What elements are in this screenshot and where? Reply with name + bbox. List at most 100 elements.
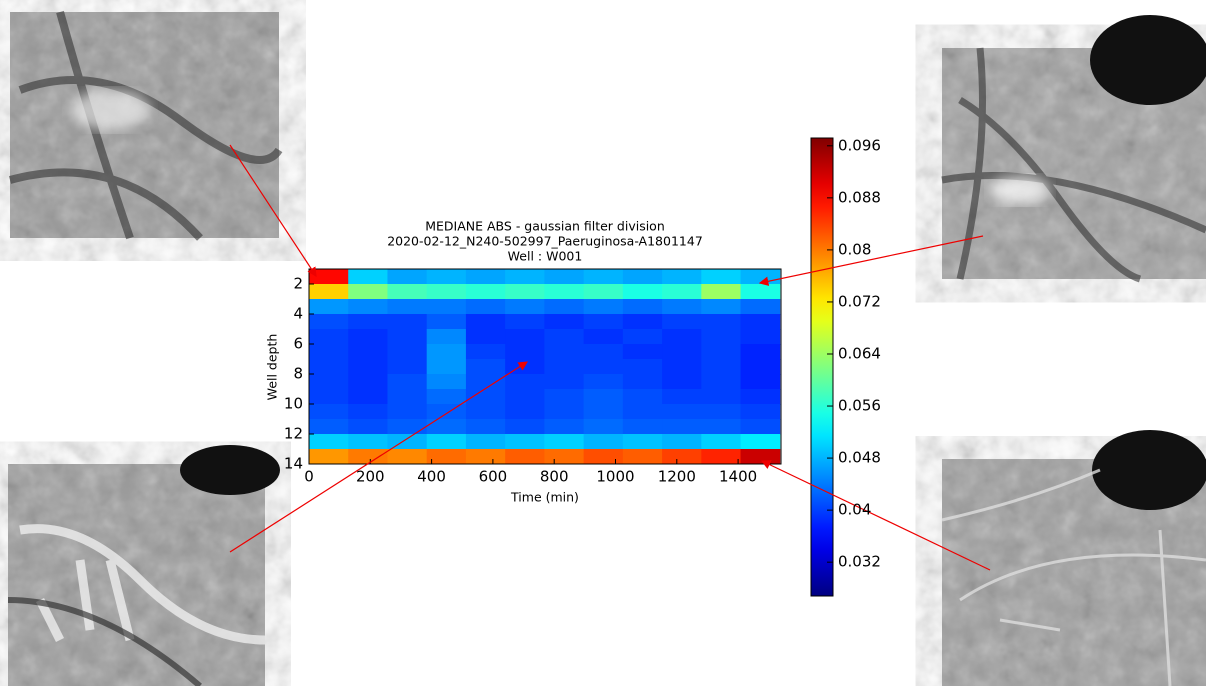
heatmap-cell [622, 449, 663, 465]
heatmap-cell [309, 344, 349, 360]
heatmap-cell [465, 374, 506, 390]
heatmap-cell [583, 404, 624, 420]
heatmap-cell [348, 344, 388, 360]
heatmap-cell [583, 269, 624, 285]
heatmap-cell [544, 269, 585, 285]
heatmap-cell [426, 329, 467, 345]
heatmap-cell [544, 404, 585, 420]
heatmap-cell [309, 314, 349, 330]
heatmap-cell [662, 329, 702, 345]
colorbar-tick-label: 0.064 [838, 344, 881, 362]
colorbar-tick-label: 0.04 [838, 501, 871, 519]
y-tick-label: 8 [293, 365, 303, 383]
heatmap-cell [740, 449, 781, 465]
chart-title: MEDIANE ABS - gaussian filter division [425, 219, 665, 234]
heatmap-cell [662, 344, 702, 360]
micrograph-top-left [8, 10, 283, 241]
heatmap-cell [622, 284, 663, 300]
heatmap-cell [348, 269, 388, 285]
heatmap-cell [309, 374, 349, 390]
y-tick-label: 4 [293, 305, 303, 323]
heatmap-cell [505, 419, 545, 435]
heatmap-cell [387, 329, 428, 345]
heatmap-cell [740, 299, 781, 315]
heatmap-cell [622, 299, 663, 315]
heatmap-cell [701, 284, 742, 300]
heatmap-cell [309, 284, 349, 300]
heatmap-cell [348, 359, 388, 375]
heatmap-cell [662, 284, 702, 300]
heatmap-cell [387, 359, 428, 375]
heatmap-cell [465, 269, 506, 285]
heatmap-cell [309, 329, 349, 345]
heatmap-cell [505, 434, 545, 450]
x-tick-label: 1200 [658, 468, 696, 486]
heatmap-cell [583, 419, 624, 435]
heatmap-cell [387, 374, 428, 390]
x-axis-label: Time (min) [510, 490, 579, 505]
x-tick-label: 1400 [719, 468, 757, 486]
heatmap-cell [505, 344, 545, 360]
heatmap-cell [701, 344, 742, 360]
heatmap-cell [583, 344, 624, 360]
heatmap-cell [505, 314, 545, 330]
heatmap-cell [426, 299, 467, 315]
heatmap-cell [622, 269, 663, 285]
heatmap-cell [544, 374, 585, 390]
heatmap-cell [583, 449, 624, 465]
heatmap-cell [426, 344, 467, 360]
heatmap-cell [544, 389, 585, 405]
heatmap-cell [701, 329, 742, 345]
heatmap-cell [465, 344, 506, 360]
heatmap-cell [465, 404, 506, 420]
heatmap-cell [544, 449, 585, 465]
x-tick-label: 800 [540, 468, 569, 486]
heatmap-cell [309, 434, 349, 450]
heatmap-cell [662, 449, 702, 465]
heatmap-cell [465, 329, 506, 345]
heatmap-cell [701, 374, 742, 390]
colorbar-tick-label: 0.072 [838, 292, 881, 310]
heatmap-cell [505, 374, 545, 390]
x-tick-label: 400 [417, 468, 446, 486]
x-tick-label: 600 [479, 468, 508, 486]
heatmap-cell [740, 389, 781, 405]
micrograph-bottom-right [941, 430, 1206, 686]
colorbar-tick-label: 0.08 [838, 240, 871, 258]
heatmap-cell [701, 389, 742, 405]
heatmap-cell [662, 419, 702, 435]
heatmap-cell [740, 269, 781, 285]
heatmap-cell [387, 299, 428, 315]
y-tick-label: 6 [293, 335, 303, 353]
heatmap-cell [309, 449, 349, 465]
x-tick-label: 1000 [596, 468, 634, 486]
heatmap-cell [740, 329, 781, 345]
heatmap-cell [544, 419, 585, 435]
heatmap-cell [387, 269, 428, 285]
heatmap-cell [662, 359, 702, 375]
arrows [229, 144, 991, 571]
y-axis-label: Well depth [265, 334, 280, 401]
heatmap-cell [740, 359, 781, 375]
heatmap-cell [622, 404, 663, 420]
heatmap-cell [701, 419, 742, 435]
heatmap-cell [465, 299, 506, 315]
heatmap-cell [387, 284, 428, 300]
heatmap-cell [465, 419, 506, 435]
heatmap-cell [348, 419, 388, 435]
heatmap-cell [740, 434, 781, 450]
heatmap-cell [387, 344, 428, 360]
heatmap-cell [544, 329, 585, 345]
heatmap-cell [740, 284, 781, 300]
heatmap-cell [662, 314, 702, 330]
heatmap-cell [622, 359, 663, 375]
heatmap-cell [505, 404, 545, 420]
heatmap-cell [662, 404, 702, 420]
heatmap-cell [426, 374, 467, 390]
heatmap-cell [348, 329, 388, 345]
heatmap-cell [740, 344, 781, 360]
heatmap-cell [740, 374, 781, 390]
heatmap-cell [309, 404, 349, 420]
colorbar-tick-label: 0.088 [838, 188, 881, 206]
y-tick-label: 12 [284, 425, 303, 443]
